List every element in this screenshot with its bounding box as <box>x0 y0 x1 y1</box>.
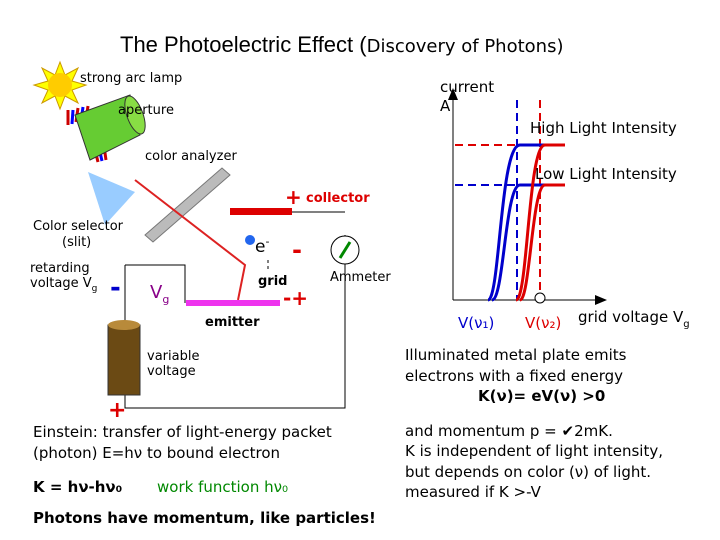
text-line: (photon) E=hν to bound electron <box>33 444 280 462</box>
axis-label: A <box>440 97 451 115</box>
sun-core <box>48 73 72 97</box>
graph: current A High Light Intensity Low Light… <box>440 78 690 332</box>
label: retarding <box>30 261 90 276</box>
sign: - <box>110 273 121 303</box>
label: e- <box>255 235 269 257</box>
text-line: and momentum p = ✔2mK. <box>405 422 613 440</box>
einstein-text: Einstein: transfer of light-energy packe… <box>33 423 376 527</box>
label-sup: - <box>265 235 269 248</box>
label-main: V <box>150 282 163 303</box>
label: aperture <box>118 103 174 118</box>
label-sub: g <box>92 284 98 294</box>
tick-label: V(ν₂) <box>525 314 561 332</box>
explanation: Illuminated metal plate emits electrons … <box>405 346 663 501</box>
label-main: grid voltage V <box>578 308 684 326</box>
battery-top <box>108 320 140 330</box>
label-sub: g <box>162 293 169 306</box>
text-line: K is independent of light intensity, <box>405 442 663 460</box>
label-sub: g <box>683 319 689 330</box>
title-sub: Discovery of Photons) <box>367 36 564 57</box>
sign: - <box>292 236 302 264</box>
title: The Photoelectric Effect (Discovery of P… <box>120 32 563 57</box>
label: (slit) <box>62 235 91 250</box>
curve-label: High Light Intensity <box>530 119 677 137</box>
collector-plate <box>230 208 292 215</box>
aperture-end <box>124 95 146 135</box>
label: Color selector <box>33 219 124 234</box>
apparatus: strong arc lamp aperture color analyzer … <box>30 60 391 423</box>
sign: -+ <box>283 286 308 310</box>
sign: + <box>108 398 126 423</box>
ammeter-needle <box>338 241 352 259</box>
text-line: Einstein: transfer of light-energy packe… <box>33 423 332 441</box>
sign: + <box>285 185 302 209</box>
color-selector <box>88 172 135 225</box>
text-line: Photons have momentum, like particles! <box>33 509 376 527</box>
label: variable <box>147 349 199 364</box>
label-main: voltage V <box>30 276 92 291</box>
red-high-curve <box>514 143 565 302</box>
formula: K = hν-hν₀ <box>33 478 122 496</box>
label: voltage Vg <box>30 276 97 294</box>
label: strong arc lamp <box>80 71 182 86</box>
v2-marker <box>534 292 546 304</box>
text-line: work function hν₀ <box>157 478 288 496</box>
label: voltage <box>147 364 196 379</box>
tick-label: V(ν₁) <box>458 314 494 332</box>
curve-label: Low Light Intensity <box>535 165 677 183</box>
formula: K(ν)= eV(ν) >0 <box>478 387 605 405</box>
text-line: Illuminated metal plate emits <box>405 346 627 364</box>
label: color analyzer <box>145 149 237 164</box>
blue-low-curve <box>490 183 545 302</box>
y-arrow <box>448 88 458 100</box>
label: Ammeter <box>330 270 391 285</box>
battery <box>107 324 141 396</box>
emitter-plate <box>186 300 280 306</box>
label-main: e <box>255 237 265 257</box>
label: emitter <box>205 315 260 330</box>
x-arrow <box>595 295 607 305</box>
analyzer-plate <box>144 167 231 243</box>
label: grid <box>258 274 287 289</box>
light-beam <box>134 179 247 301</box>
label: Vg <box>150 282 169 306</box>
red-low-curve <box>518 183 565 302</box>
label: collector <box>306 191 370 206</box>
text-line: measured if K >-V <box>405 483 542 501</box>
text-line: but depends on color (ν) of light. <box>405 463 651 481</box>
blue-high-curve <box>486 143 545 302</box>
axis-label: current <box>440 78 494 96</box>
axis-label: grid voltage Vg <box>578 308 690 330</box>
text-line: electrons with a fixed energy <box>405 367 623 385</box>
electron-dot <box>245 235 255 245</box>
title-main: The Photoelectric Effect ( <box>120 32 367 57</box>
aperture-cylinder <box>74 94 141 161</box>
